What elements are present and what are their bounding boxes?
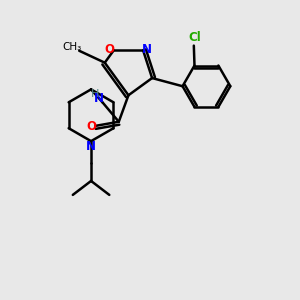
Text: CH₃: CH₃	[62, 42, 81, 52]
Text: N: N	[142, 43, 152, 56]
Text: Cl: Cl	[188, 31, 201, 44]
Text: N: N	[86, 140, 96, 153]
Text: N: N	[94, 92, 104, 105]
Text: O: O	[86, 120, 96, 133]
Text: H: H	[91, 89, 99, 99]
Text: O: O	[105, 43, 115, 56]
